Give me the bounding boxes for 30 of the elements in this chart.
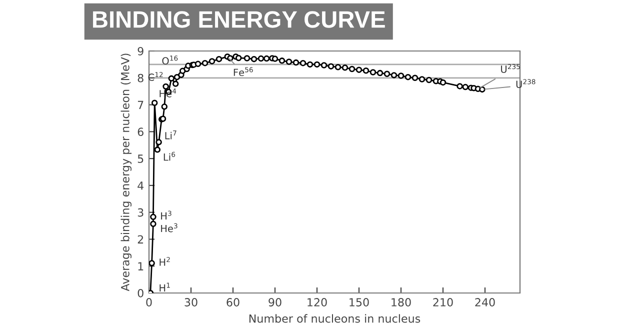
y-tick-label: 4 [138, 182, 144, 190]
y-tick-label: 8 [138, 74, 144, 82]
y-tick-label: 1 [138, 262, 144, 270]
y-tick-label: 9 [138, 46, 144, 56]
y-tick-label: 6 [138, 128, 144, 136]
annotation: Li$^{6}$ [164, 152, 176, 161]
x-tick-label: 210 [433, 298, 453, 306]
x-tick-label: 120 [308, 298, 327, 306]
annotation: H$^{2}$ [160, 256, 170, 266]
annotation: Fe$^{56}$ [234, 67, 253, 76]
y-tick-label: 7 [138, 100, 144, 109]
annotation: H$^{1}$ [160, 282, 170, 292]
x-tick-label: 150 [350, 298, 369, 306]
annotation: H$^{3}$ [161, 210, 172, 220]
x-tick-label: 240 [475, 298, 495, 306]
y-axis-title: Average binding energy per nucleon (MeV) [120, 54, 132, 292]
x-tick-label: 180 [392, 298, 411, 306]
chart-title: BINDING ENERGY CURVE [93, 11, 385, 28]
y-tick-label: 2 [138, 235, 144, 244]
x-tick-label: 30 [184, 298, 198, 306]
x-tick-label: 90 [268, 298, 282, 306]
y-tick-label: 0 [138, 288, 144, 298]
annotation: He$^{3}$ [161, 223, 178, 232]
x-tick-label: 0 [146, 298, 152, 306]
x-tick-label: 60 [226, 298, 240, 306]
y-tick-label: 5 [138, 154, 144, 163]
annotation: Li$^{7}$ [165, 130, 176, 140]
x-axis-title: Number of nucleons in nucleus [249, 314, 420, 323]
annotation: O$^{16}$ [162, 56, 178, 65]
y-tick-label: 3 [138, 208, 144, 217]
